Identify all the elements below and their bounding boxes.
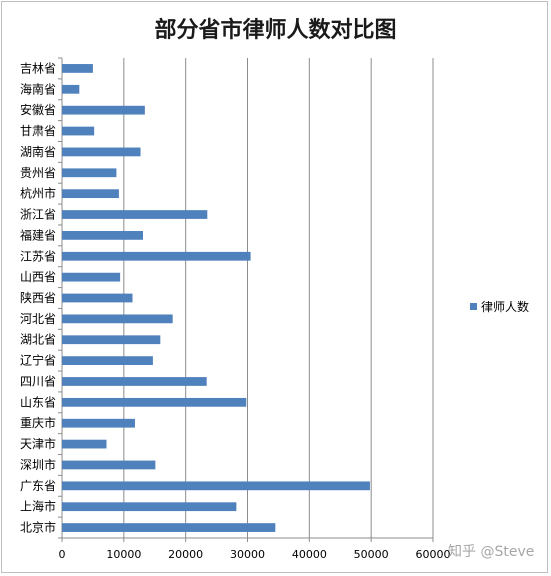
bar (62, 251, 251, 261)
category-label: 广东省 (20, 479, 56, 493)
watermark: 知乎 @Steve (448, 544, 535, 560)
category-label: 福建省 (20, 227, 56, 242)
category-label: 山西省 (20, 270, 56, 284)
bar (62, 293, 133, 303)
category-label: 吉林省 (20, 61, 56, 75)
bar (62, 377, 207, 386)
bar (62, 335, 161, 345)
category-label: 贵州省 (20, 166, 56, 180)
x-tick-label: 20000 (168, 548, 203, 561)
category-label: 天津市 (20, 436, 56, 451)
category-label: 浙江省 (20, 208, 56, 222)
legend: 律师人数 (470, 298, 529, 315)
bar (62, 502, 237, 512)
bar (62, 210, 208, 219)
category-label: 湖北省 (20, 332, 56, 347)
category-label: 陕西省 (20, 290, 56, 305)
chart-title: 部分省市律师人数对比图 (154, 17, 397, 43)
bar (62, 460, 156, 470)
bar (62, 314, 173, 324)
category-label: 安徽省 (20, 102, 56, 117)
bar (62, 147, 141, 157)
category-label: 山东省 (20, 395, 56, 409)
category-label: 深圳市 (20, 457, 56, 472)
category-label: 杭州市 (20, 186, 56, 201)
x-tick-label: 40000 (292, 548, 327, 561)
bar (62, 64, 93, 73)
category-label: 江苏省 (20, 249, 56, 263)
bar (62, 418, 135, 428)
bar (62, 272, 121, 282)
category-label: 海南省 (20, 81, 56, 96)
bar (62, 356, 153, 365)
category-label: 河北省 (20, 312, 56, 326)
x-tick-label: 0 (59, 548, 66, 561)
category-label: 湖南省 (20, 144, 56, 159)
legend-swatch (470, 303, 477, 310)
category-label: 北京市 (20, 520, 56, 535)
x-tick-label: 30000 (230, 548, 265, 561)
category-label: 甘肃省 (20, 124, 56, 138)
x-tick-label: 50000 (354, 548, 389, 561)
legend-label: 律师人数 (481, 300, 530, 314)
bar (62, 439, 107, 449)
x-tick-label: 60000 (416, 548, 451, 561)
category-label: 上海市 (20, 499, 56, 514)
category-label: 四川省 (20, 374, 56, 388)
bar (62, 84, 80, 94)
bar (62, 397, 247, 407)
category-label: 重庆市 (20, 415, 56, 430)
bar (62, 481, 370, 491)
bar (62, 189, 119, 199)
category-label: 辽宁省 (20, 353, 56, 368)
bar (62, 523, 276, 532)
bar (62, 231, 144, 240)
bar (62, 126, 95, 136)
bar (62, 105, 145, 115)
bar (62, 168, 117, 178)
x-tick-label: 10000 (106, 548, 141, 561)
